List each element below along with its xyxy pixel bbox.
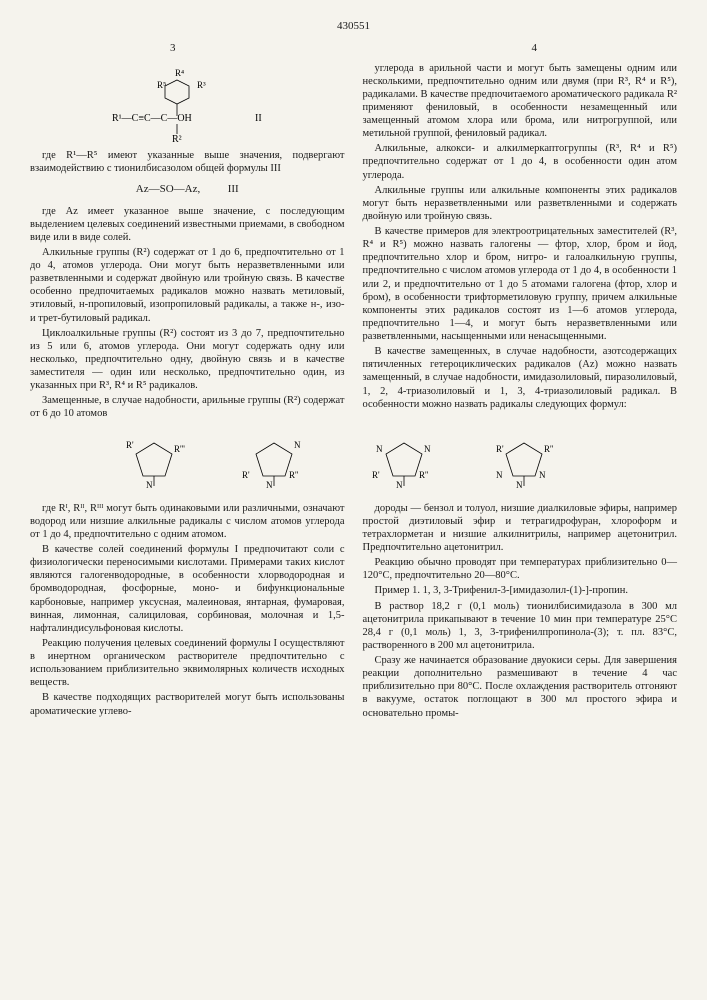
para-br1: дороды — бензол и толуол, низшие диалкил… [363, 502, 678, 555]
page-left: 3 [170, 42, 176, 56]
formula-2: Az—SO—Az, III [30, 183, 345, 197]
para-r5: В качестве замещенных, в случае надобнос… [363, 345, 678, 411]
bottom-right-column: дороды — бензол и толуол, низшие диалкил… [363, 502, 678, 722]
right-column: углерода в арильной части и могут быть з… [363, 62, 678, 423]
svg-text:N: N [146, 480, 153, 488]
para-bl1: где Rᴵ, Rᴵᴵ, Rᴵᴵᴵ могут быть одинаковыми… [30, 502, 345, 541]
svg-text:N: N [266, 480, 273, 488]
bottom-left-column: где Rᴵ, Rᴵᴵ, Rᴵᴵᴵ могут быть одинаковыми… [30, 502, 345, 722]
formula-2-label: III [228, 183, 239, 195]
para-l4: Циклоалкильные группы (R²) состоят из 3 … [30, 327, 345, 393]
svg-text:R³: R³ [197, 80, 206, 90]
svg-text:R': R' [242, 470, 250, 480]
para-r3: Алкильные группы или алкильные компонент… [363, 184, 678, 223]
para-bl2: В качестве солей соединений формулы I пр… [30, 543, 345, 635]
svg-text:N: N [516, 480, 523, 488]
para-l3: Алкильные группы (R²) содержат от 1 до 6… [30, 246, 345, 325]
para-l1: где R¹—R⁵ имеют указанные выше значения,… [30, 149, 345, 175]
ring-formulas: R' R''' N N R' R'' N N N R' R'' N R' R''… [30, 433, 677, 492]
svg-text:R'': R'' [419, 470, 429, 480]
para-r4: В качестве примеров для электроотрицател… [363, 225, 678, 343]
svg-text:N: N [496, 470, 503, 480]
para-r2: Алкильные, алкокси- и алкилмеркаптогрупп… [363, 142, 678, 181]
page-right: 4 [532, 42, 538, 56]
svg-text:R': R' [372, 470, 380, 480]
formula-2-text: Az—SO—Az, [136, 183, 200, 195]
para-br4: В раствор 18,2 г (0,1 моль) тионилбисими… [363, 600, 678, 653]
svg-text:R': R' [126, 440, 134, 450]
para-bl3: Реакцию получения целевых соединений фор… [30, 637, 345, 690]
svg-text:R¹—C≡C—C—OH: R¹—C≡C—C—OH [112, 113, 192, 124]
svg-text:N: N [376, 444, 383, 454]
para-br3: Пример 1. 1, 3, 3-Трифенил-3-[имидазолил… [363, 584, 678, 597]
svg-text:R': R' [496, 444, 504, 454]
svg-text:N: N [424, 444, 431, 454]
svg-text:N: N [294, 440, 301, 450]
page-numbers: 3 4 [30, 42, 677, 56]
para-br5: Сразу же начинается образование двуокиси… [363, 654, 678, 720]
svg-text:II: II [255, 113, 262, 124]
chemical-formula-1: R⁴ R⁵ R³ R¹—C≡C—C—OH R² II [107, 68, 267, 143]
para-br2: Реакцию обычно проводят при температурах… [363, 556, 678, 582]
para-l5: Замещенные, в случае надобности, арильны… [30, 394, 345, 420]
svg-text:R'': R'' [544, 444, 554, 454]
para-l2: где Az имеет указанное выше значение, с … [30, 205, 345, 244]
upper-columns: R⁴ R⁵ R³ R¹—C≡C—C—OH R² II где R¹—R⁵ име… [30, 62, 677, 423]
svg-text:N: N [396, 480, 403, 488]
svg-text:R'': R'' [289, 470, 299, 480]
svg-text:N: N [539, 470, 546, 480]
left-column: R⁴ R⁵ R³ R¹—C≡C—C—OH R² II где R¹—R⁵ име… [30, 62, 345, 423]
heterocycle-diagrams: R' R''' N N R' R'' N N N R' R'' N R' R''… [104, 433, 604, 488]
para-r1: углерода в арильной части и могут быть з… [363, 62, 678, 141]
document-number: 430551 [30, 20, 677, 34]
svg-text:R''': R''' [174, 444, 185, 454]
svg-text:R⁴: R⁴ [175, 68, 184, 78]
para-bl4: В качестве подходящих растворителей могу… [30, 691, 345, 717]
svg-text:R²: R² [172, 134, 182, 143]
lower-columns: где Rᴵ, Rᴵᴵ, Rᴵᴵᴵ могут быть одинаковыми… [30, 502, 677, 722]
